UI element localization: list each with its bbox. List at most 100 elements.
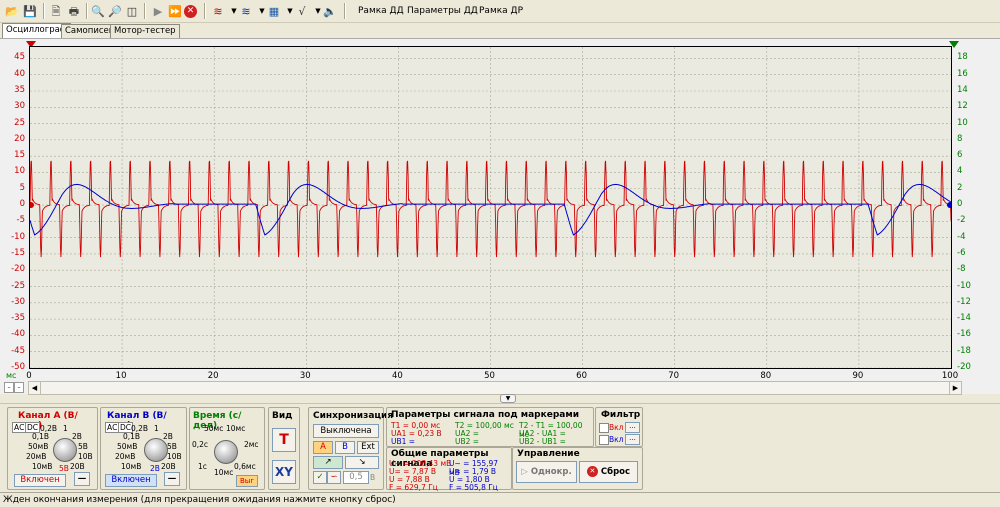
horizontal-scrollbar[interactable]: ◀ ▶ [28,381,962,395]
scroll-right-icon[interactable]: ▶ [949,382,961,394]
sync-falling-edge-icon[interactable]: ↘ [345,456,379,469]
fast-forward-icon[interactable]: ⏩ [168,4,182,18]
filter-b-checkbox[interactable] [599,435,609,445]
scroll-left-icon[interactable]: ◀ [29,382,41,394]
print-preview-icon[interactable]: 🗎 [51,4,61,18]
chevron-down-icon[interactable]: ▼ [259,6,265,15]
chevron-down-icon[interactable]: ▼ [287,6,293,15]
x-tick: 0 [26,371,32,381]
reset-button[interactable]: ✕ Сброс [579,461,638,483]
sync-ext-button[interactable]: Ext [357,441,379,454]
channel-b-volts-knob[interactable] [144,438,168,462]
y-right-tick: -10 [957,280,971,291]
collapse-panel-icon[interactable]: ▼ [500,394,516,403]
knob-label: 1с [198,462,207,471]
marker-ub1: UB1 = [391,437,416,446]
channel-b-wave-icon[interactable]: ≋ [241,4,251,18]
y-right-tick: 2 [957,182,963,193]
marker-params-title: Параметры сигнала под маркерами [391,410,580,420]
sync-auto-icon[interactable]: ✓ [313,471,327,484]
channel-a-enabled-button[interactable]: Включен [14,474,66,487]
channel-a-invert-button[interactable]: — [74,472,90,486]
channel-b-value: 2В [150,464,160,473]
open-folder-icon[interactable]: 📂 [5,4,19,18]
knob-label: 2В [163,432,173,441]
zoom-fit-icon[interactable]: ◫ [126,4,138,18]
marker-t2-handle[interactable] [949,41,959,48]
single-shot-label: Однокр. [530,467,572,477]
view-time-button[interactable]: T [272,428,296,452]
knob-label: 0,2В [40,424,58,433]
save-icon[interactable]: 💾 [23,4,37,18]
filter-title: Фильтр [601,410,641,420]
sync-rising-edge-icon[interactable]: ↗ [313,456,343,469]
calculator-icon[interactable]: ▦ [268,4,280,18]
knob-label: 10мВ [32,462,53,471]
y-left-tick: -10 [11,231,25,242]
filter-a-label: Вкл [609,423,624,432]
stop-icon[interactable]: ✕ [184,5,197,18]
x-tick: 80 [760,371,772,381]
x-tick: 30 [299,371,311,381]
zoom-in-icon[interactable]: 🔍 [91,4,105,18]
channel-a-volts-knob[interactable] [53,438,77,462]
y-left-tick: 20 [14,133,25,144]
channel-b-invert-button[interactable]: — [164,472,180,486]
sound-icon[interactable]: 🔈 [323,4,337,18]
channel-b-dc-toggle[interactable]: DC [118,422,134,433]
filter-b-settings-button[interactable]: ... [625,434,640,445]
view-xy-button[interactable]: XY [272,460,296,484]
channel-a-freq: F = 629,7 Гц [389,483,438,492]
menu-params-dd[interactable]: Параметры ДД [407,6,478,16]
channel-a-dc-toggle[interactable]: DC [25,422,41,433]
sync-level-icon[interactable]: ∽ [327,471,341,484]
sync-channel-b-button[interactable]: B [335,441,355,454]
single-shot-button[interactable]: ▷ Однокр. [516,461,577,483]
zoom-out-icon[interactable]: 🔎 [108,4,122,18]
zoom-minus-button[interactable]: – [4,382,14,393]
chevron-down-icon[interactable]: ▼ [231,6,237,15]
menu-frame-dr[interactable]: Рамка ДР [479,6,524,16]
zoom-plus-button[interactable]: – [14,382,24,393]
time-extra-button[interactable]: Выг [236,475,258,487]
knob-label: 20В [70,462,85,471]
y-right-tick: 0 [957,199,963,210]
play-icon[interactable]: ▶ [153,4,163,18]
channel-a-zero-marker [30,202,34,209]
y-left-tick: 15 [14,150,25,161]
filter-a-checkbox[interactable] [599,423,609,433]
channel-b-u: U = 1,80 В [449,475,490,484]
sync-level-input[interactable]: 0,5 [343,471,369,484]
y-right-tick: -8 [957,264,966,275]
reset-label: Сброс [600,467,631,477]
time-knob[interactable] [214,440,238,464]
sync-channel-a-button[interactable]: A [313,441,333,454]
filter-a-settings-button[interactable]: ... [625,422,640,433]
plot-svg [30,47,951,368]
knob-label: 1 [63,424,68,433]
knob-label: 20В [161,462,176,471]
x-unit-label: мс [6,371,17,380]
print-icon[interactable]: 🖶 [68,4,80,18]
channel-a-u-dc: U= = 7,87 В [389,467,437,476]
y-right-tick: -18 [957,345,971,356]
marker-t1-handle[interactable] [26,41,36,48]
y-right-tick: 12 [957,101,968,112]
channel-a-wave-icon[interactable]: ≋ [213,4,223,18]
menu-frame-dd[interactable]: Рамка ДД [358,6,404,16]
marker-ub2: UB2 = [455,437,480,446]
chevron-down-icon[interactable]: ▼ [315,6,321,15]
x-tick: 100 [941,371,959,381]
control-group: Управление ▷ Однокр. ✕ Сброс [512,447,643,490]
plot-area[interactable] [29,46,952,369]
marker-ua2: UA2 = [455,429,480,438]
y-left-tick: -15 [11,247,25,258]
sync-off-button[interactable]: Выключена [313,424,379,438]
view-group: Вид T XY [268,407,300,490]
math-function-icon[interactable]: √ [298,4,306,18]
channel-b-u-ac: U~ = 155,97 мВ [449,459,499,477]
y-left-tick: -50 [11,362,25,372]
tab-motor-tester[interactable]: Мотор-тестер [110,24,180,38]
y-left-tick: -25 [11,280,25,291]
channel-b-enabled-button[interactable]: Включен [105,474,157,487]
